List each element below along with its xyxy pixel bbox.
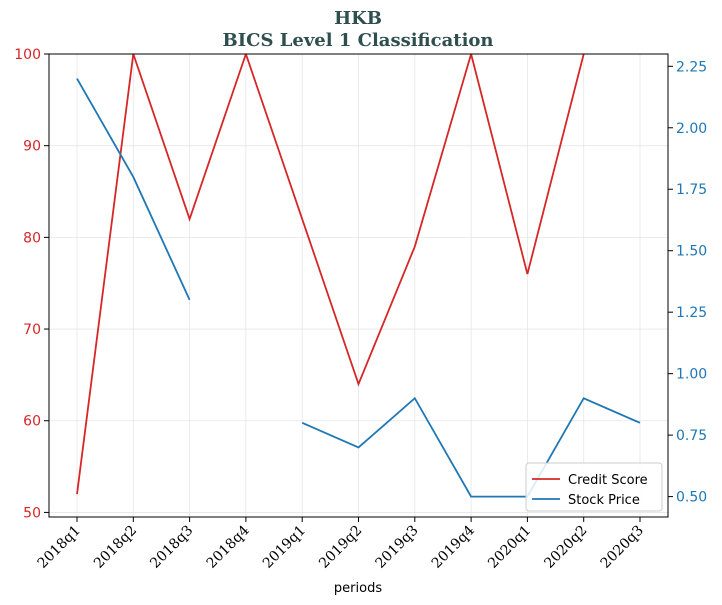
legend: Credit Score Stock Price <box>525 462 663 512</box>
y-tick-label-right: 0.50 <box>676 490 707 506</box>
y-tick-label-left: 70 <box>23 322 41 338</box>
y-tick-label-right: 1.25 <box>676 305 707 321</box>
series-line-credit-score <box>76 54 585 495</box>
y-tick-label-left: 100 <box>14 47 41 63</box>
x-axis-label: periods <box>334 581 382 596</box>
x-tick-label: 2020q3 <box>598 523 647 572</box>
x-tick-label: 2020q2 <box>541 523 590 572</box>
legend-label-stock-price: Stock Price <box>568 493 640 508</box>
x-tick-label: 2019q2 <box>316 523 365 572</box>
x-tick-label: 2018q4 <box>204 522 253 571</box>
y-tick-label-left: 60 <box>23 414 41 430</box>
y-tick-label-left: 50 <box>23 505 41 521</box>
legend-label-credit-score: Credit Score <box>568 473 648 488</box>
y-tick-label-right: 1.75 <box>676 182 707 198</box>
chart-title: HKB <box>334 8 382 29</box>
y-tick-label-right: 1.50 <box>676 244 707 260</box>
x-tick-label: 2018q3 <box>147 523 196 572</box>
y-tick-label-right: 1.00 <box>676 367 707 383</box>
x-tick-label: 2019q1 <box>260 523 309 572</box>
series-line-stock-price <box>76 78 641 498</box>
x-tick-label: 2020q1 <box>485 523 534 572</box>
x-tick-label: 2019q4 <box>429 522 478 571</box>
x-tick-label: 2018q1 <box>35 523 84 572</box>
chart-subtitle: BICS Level 1 Classification <box>222 30 493 51</box>
y-tick-label-right: 2.00 <box>676 121 707 137</box>
series-lines <box>76 54 641 498</box>
x-tick-label: 2018q2 <box>91 523 140 572</box>
y-tick-label-right: 0.75 <box>676 428 707 444</box>
x-tick-label: 2019q3 <box>372 523 421 572</box>
y-tick-label-left: 90 <box>23 139 41 155</box>
y-tick-label-left: 80 <box>23 230 41 246</box>
y-tick-label-right: 2.25 <box>676 59 707 75</box>
